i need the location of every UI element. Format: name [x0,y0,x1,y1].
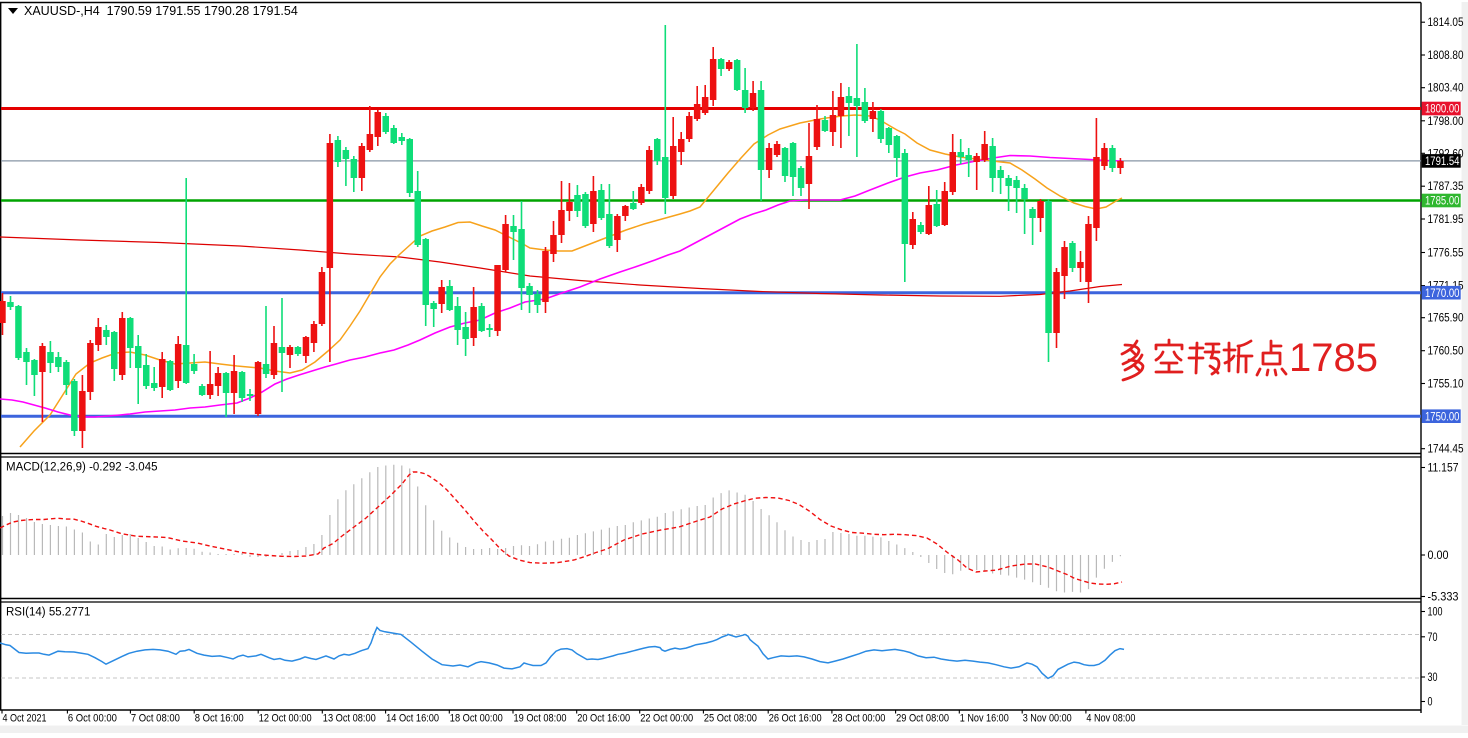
svg-text:18 Oct 00:00: 18 Oct 00:00 [450,713,503,725]
svg-text:1800.00: 1800.00 [1425,104,1460,116]
svg-text:4 Oct 2021: 4 Oct 2021 [3,713,47,725]
svg-text:100: 100 [1428,607,1443,619]
svg-text:26 Oct 16:00: 26 Oct 16:00 [769,713,822,725]
svg-text:1785: 1785 [1289,336,1378,380]
svg-text:8 Oct 16:00: 8 Oct 16:00 [195,713,244,725]
svg-text:25 Oct 08:00: 25 Oct 08:00 [704,713,757,725]
svg-text:3 Nov 00:00: 3 Nov 00:00 [1023,713,1072,725]
svg-text:6 Oct 00:00: 6 Oct 00:00 [68,713,117,725]
svg-text:1787.35: 1787.35 [1428,181,1464,193]
svg-text:1765.90: 1765.90 [1428,313,1464,325]
svg-text:1798.00: 1798.00 [1428,116,1464,128]
svg-text:7 Oct 08:00: 7 Oct 08:00 [131,713,180,725]
svg-text:1803.40: 1803.40 [1428,83,1464,95]
svg-text:1808.80: 1808.80 [1428,50,1464,62]
svg-text:1770.00: 1770.00 [1425,288,1460,300]
svg-text:1 Nov 16:00: 1 Nov 16:00 [960,713,1009,725]
svg-text:1791.54: 1791.54 [1425,156,1460,168]
svg-text:1781.95: 1781.95 [1428,214,1464,226]
svg-text:RSI(14) 55.2771: RSI(14) 55.2771 [6,607,90,619]
svg-text:14 Oct 16:00: 14 Oct 16:00 [386,713,439,725]
svg-text:MACD(12,26,9) -0.292 -3.045: MACD(12,26,9) -0.292 -3.045 [6,462,158,474]
svg-text:19 Oct 08:00: 19 Oct 08:00 [514,713,567,725]
svg-text:-5.333: -5.333 [1428,592,1459,604]
svg-text:1750.00: 1750.00 [1425,411,1460,423]
svg-text:70: 70 [1428,632,1438,644]
svg-text:0: 0 [1428,697,1433,709]
svg-text:1785.00: 1785.00 [1425,196,1460,208]
svg-text:13 Oct 08:00: 13 Oct 08:00 [323,713,376,725]
svg-text:0.00: 0.00 [1428,550,1449,562]
svg-text:12 Oct 00:00: 12 Oct 00:00 [259,713,312,725]
svg-text:1760.50: 1760.50 [1428,346,1464,358]
svg-text:1755.10: 1755.10 [1428,379,1464,391]
svg-text:29 Oct 08:00: 29 Oct 08:00 [896,713,949,725]
svg-text:1814.05: 1814.05 [1428,17,1464,29]
svg-text:1776.55: 1776.55 [1428,248,1464,260]
svg-text:30: 30 [1428,672,1438,684]
svg-text:4 Nov 08:00: 4 Nov 08:00 [1086,713,1135,725]
svg-text:1744.45: 1744.45 [1428,444,1464,456]
svg-text:28 Oct 00:00: 28 Oct 00:00 [832,713,885,725]
svg-text:XAUUSD-,H4 1790.59 1791.55 17: XAUUSD-,H4 1790.59 1791.55 1790.28 1791.… [24,4,298,18]
svg-text:20 Oct 16:00: 20 Oct 16:00 [577,713,630,725]
svg-text:22 Oct 00:00: 22 Oct 00:00 [640,713,693,725]
svg-text:11.157: 11.157 [1428,463,1459,475]
